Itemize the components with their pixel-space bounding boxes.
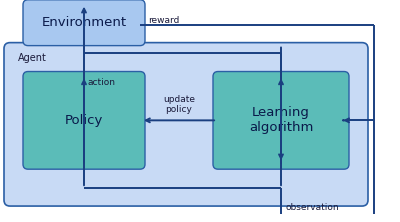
FancyBboxPatch shape [4, 43, 368, 206]
FancyBboxPatch shape [23, 71, 145, 169]
Text: reward: reward [148, 16, 179, 25]
Text: Environment: Environment [42, 16, 126, 29]
FancyBboxPatch shape [213, 71, 349, 169]
Text: action: action [88, 78, 116, 87]
Text: Agent: Agent [18, 53, 47, 63]
Text: update
policy: update policy [163, 95, 195, 114]
Text: Learning
algorithm: Learning algorithm [249, 106, 313, 134]
Text: observation: observation [286, 203, 340, 212]
FancyBboxPatch shape [23, 0, 145, 46]
Text: Policy: Policy [65, 114, 103, 127]
